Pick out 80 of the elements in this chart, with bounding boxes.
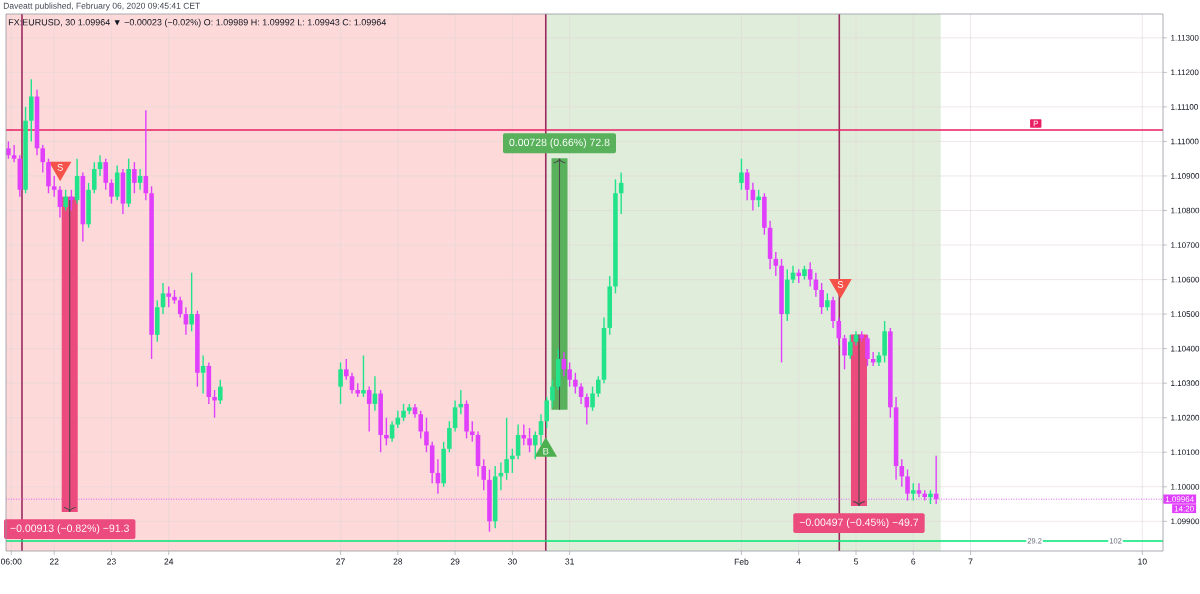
x-tick-label: 10 [1138,558,1147,565]
candlestick [595,375,601,398]
candlestick [384,417,389,447]
data-label: B [543,447,549,455]
y-tick-label: 1.10600 [1171,276,1200,283]
data-label: 0.00728 (0.66%) 72.8 [509,138,610,149]
candlestick [189,271,194,333]
candlestick [109,178,114,205]
y-tick-label: 1.10500 [1171,311,1200,317]
y-tick-label: 1.10300 [1171,380,1200,386]
x-tick-label: 5 [853,558,858,565]
candlestick [132,161,137,194]
candlestick [550,379,555,409]
candlestick [69,189,74,212]
y-tick-label: 1.10000 [1171,483,1200,490]
x-tick-label: 06:00 [0,558,22,565]
y-tick-label: 1.10700 [1171,242,1200,248]
candlestick [847,334,853,360]
x-tick-label: 7 [968,558,973,565]
candlestick [807,261,813,288]
candlestick [567,361,572,388]
candlestick [819,282,824,315]
candlestick [424,417,429,453]
candlestick [481,458,487,491]
candlestick [51,175,57,198]
x-tick-label: 6 [911,558,916,565]
y-tick-label: 1.10900 [1171,173,1200,179]
x-tick-label: 23 [107,558,116,565]
candlestick [338,361,343,405]
candlestick [739,157,744,191]
candlestick [527,427,532,453]
x-tick-label: 29 [450,558,460,565]
candlestick [573,372,578,395]
candlestick [544,396,550,429]
candlestick [842,334,847,371]
candlestick [11,144,17,163]
y-tick-label: 1.10100 [1171,449,1200,456]
candlestick [218,379,223,405]
candlestick [166,285,172,308]
data-label: −0.00913 (−0.82%) −91.3 [10,524,129,534]
y-tick-label: 1.11000 [1171,138,1199,145]
x-tick-label: Feb [734,558,749,565]
data-label: S [57,163,63,171]
ref-line-label: P [1033,120,1038,127]
candlestick [916,482,922,498]
y-tick-label: 1.09900 [1171,518,1200,525]
y-tick-label: 1.10200 [1171,414,1200,421]
y-tick-label: 1.11300 [1171,34,1199,41]
x-tick-label: 28 [393,558,403,565]
x-tick-label: 22 [49,558,59,565]
candlestick [40,144,46,174]
x-tick-label: 27 [336,558,345,565]
candlestick [590,385,595,412]
data-label: −0.00497 (−0.45%) −49.7 [799,518,919,529]
y-tick-label: 1.11200 [1171,69,1199,76]
chart-title: Daveatt published, February 06, 2020 09:45:41 CET [3,2,201,11]
candlestick [469,420,475,443]
candlestick [92,161,97,194]
candlestick [510,448,515,474]
candlestick [865,334,870,367]
candlestick [504,417,509,481]
candlestick [532,430,538,460]
candlestick [418,410,424,440]
bar [61,196,78,512]
text: 14:20 [1174,505,1194,512]
candlestick [63,189,68,212]
x-tick-label: 30 [507,558,517,565]
candlestick [447,420,452,453]
ref-line-label: 1.09964 [1165,496,1194,503]
candlestick [343,358,349,381]
x-tick-label: 24 [164,558,174,565]
x-tick-label: 31 [565,558,574,565]
candlestick [103,157,109,191]
candlestick [361,354,366,398]
y-tick-label: 1.10400 [1171,345,1200,352]
data-label: S [837,281,844,288]
candlestick [212,389,217,419]
y-tick-label: 1.10800 [1171,207,1200,214]
x-tick-label: 4 [796,558,801,565]
y-tick-label: 1.11100 [1171,104,1198,110]
